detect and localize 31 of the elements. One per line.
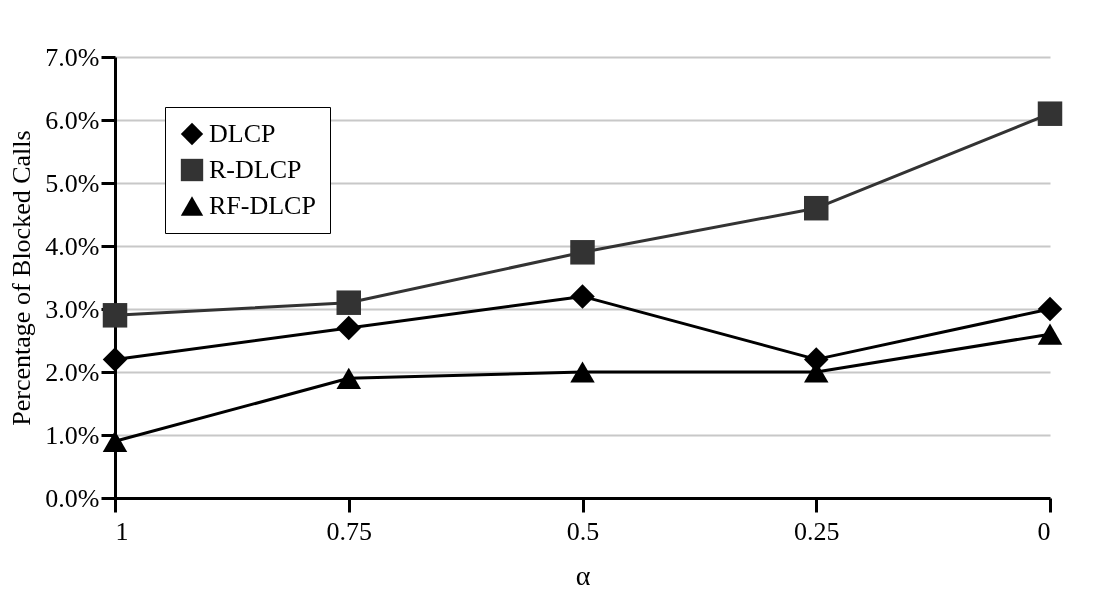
point (102, 303, 128, 328)
point (102, 430, 128, 452)
x-tick-label: 0.25 (794, 516, 840, 546)
point (336, 367, 361, 389)
point (102, 347, 128, 372)
point (336, 290, 361, 315)
y-tick-label: 4.0% (45, 231, 100, 261)
point (804, 195, 829, 221)
point (570, 240, 595, 265)
y-axis-title: Percentage of Blocked Calls (7, 130, 37, 426)
point (1037, 323, 1063, 345)
x-tick-label: 1 (115, 516, 129, 546)
x-tick-label: 0.75 (326, 516, 372, 546)
y-tick-label: 3.0% (45, 294, 100, 324)
y-tick-label: 6.0% (45, 105, 100, 135)
point (570, 361, 595, 383)
x-tick-label: 0 (1037, 516, 1051, 546)
legend-label: DLCP (209, 119, 276, 148)
y-tick-label: 1.0% (45, 420, 100, 450)
point (1037, 296, 1063, 322)
point (570, 284, 595, 309)
legend-label: R-DLCP (209, 155, 302, 184)
y-tick-label: 5.0% (45, 168, 100, 198)
x-axis-title: α (575, 559, 591, 591)
y-tick-label: 7.0% (45, 42, 100, 72)
point (1037, 101, 1063, 126)
x-tick-label: 0.5 (566, 516, 600, 546)
y-tick-label: 0.0% (45, 483, 100, 513)
legend-label: RF-DLCP (209, 191, 316, 220)
y-tick-label: 2.0% (45, 357, 100, 387)
point (336, 315, 361, 341)
